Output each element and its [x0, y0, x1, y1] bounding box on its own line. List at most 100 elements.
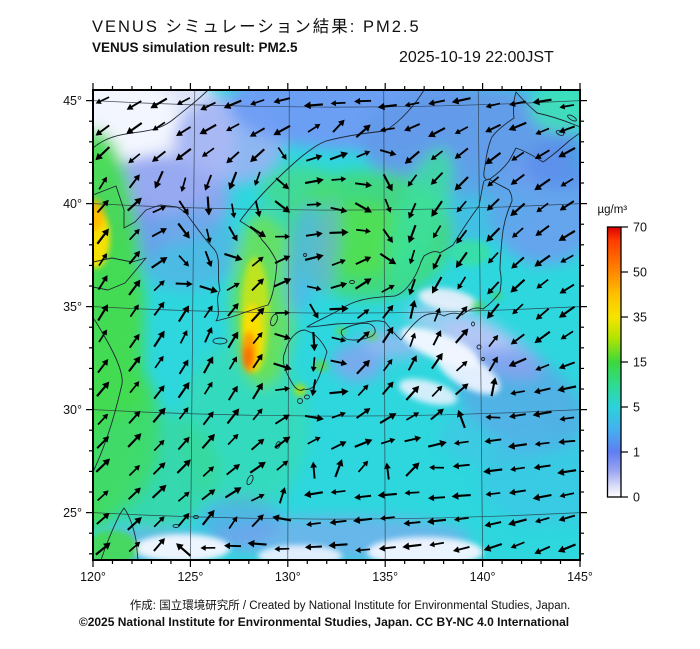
- wind-arrow: [305, 230, 323, 238]
- wind-arrow: [535, 225, 550, 236]
- wind-arrow: [128, 410, 141, 424]
- wind-arrow: [202, 466, 215, 477]
- wind-arrow: [226, 151, 240, 164]
- wind-arrow: [356, 150, 371, 158]
- wind-arrow: [486, 227, 501, 242]
- wind-arrow: [274, 200, 291, 213]
- wind-arrow: [511, 151, 525, 161]
- pm25-blob: [418, 287, 478, 313]
- wind-arrow: [176, 126, 191, 136]
- wind-arrow: [204, 250, 213, 268]
- lon-tick-label: 125°: [177, 570, 203, 584]
- wind-arrow: [405, 412, 420, 421]
- wind-arrow: [404, 101, 420, 108]
- wind-arrow: [310, 332, 318, 352]
- island-outline: [303, 253, 307, 257]
- wind-arrow: [535, 517, 550, 524]
- wind-arrow: [510, 173, 525, 185]
- colorbar-tick-label: 15: [633, 356, 647, 370]
- wind-arrow: [455, 383, 469, 396]
- wind-arrow: [129, 228, 140, 241]
- wind-arrow: [251, 256, 264, 267]
- wind-arrow: [432, 254, 442, 270]
- wind-arrow: [303, 101, 323, 110]
- wind-arrow: [276, 460, 289, 471]
- wind-arrow: [483, 467, 503, 475]
- wind-arrow: [487, 281, 500, 295]
- wind-arrow: [329, 388, 349, 396]
- wind-arrow: [380, 126, 395, 133]
- wind-arrow: [304, 543, 322, 551]
- wind-arrow: [532, 493, 552, 502]
- wind-arrow: [178, 359, 189, 375]
- wind-arrow: [153, 301, 165, 316]
- wind-arrow: [511, 227, 524, 238]
- wind-arrow: [560, 254, 574, 263]
- wind-arrow: [557, 385, 577, 393]
- wind-arrow: [404, 123, 421, 132]
- wind-arrow: [277, 147, 287, 160]
- wind-arrow: [404, 150, 420, 164]
- wind-arrow: [97, 275, 108, 291]
- wind-arrow: [200, 101, 216, 111]
- wind-arrow: [201, 433, 215, 450]
- wind-arrow: [384, 462, 391, 480]
- wind-arrow: [431, 385, 443, 397]
- wind-arrow: [453, 439, 469, 446]
- wind-arrow: [383, 358, 393, 372]
- wind-arrow: [405, 462, 420, 477]
- wind-arrow: [452, 462, 470, 470]
- wind-arrow: [250, 438, 265, 451]
- wind-arrow: [454, 328, 469, 344]
- wind-arrow: [177, 222, 190, 239]
- wind-arrow: [381, 326, 394, 344]
- axis-labels: 120° 125° 130° 135° 140° 145° 45° 40° 35° 30° 25°: [63, 94, 593, 584]
- wind-arrow: [224, 252, 243, 262]
- wind-arrow: [354, 97, 372, 105]
- wind-arrow: [384, 198, 392, 213]
- wind-arrow: [153, 385, 165, 400]
- wind-arrow: [534, 254, 551, 267]
- wind-arrow: [509, 412, 526, 420]
- wind-arrow: [510, 389, 525, 396]
- wind-arrow: [357, 384, 369, 396]
- wind-arrow: [228, 516, 238, 530]
- wind-arrow: [96, 436, 110, 449]
- wind-arrow: [128, 465, 140, 477]
- wind-arrow: [532, 410, 552, 418]
- wind-arrow: [228, 226, 238, 242]
- wind-arrow: [247, 539, 267, 548]
- wind-arrow: [126, 122, 143, 135]
- island-outline: [297, 398, 303, 404]
- wind-arrow: [381, 284, 395, 293]
- wind-arrow: [558, 230, 576, 241]
- wind-arrow: [228, 171, 238, 190]
- wind-arrow: [454, 126, 469, 135]
- wind-arrow: [305, 154, 323, 162]
- wind-arrow: [456, 200, 467, 213]
- wind-arrow: [249, 225, 267, 238]
- wind-arrow: [128, 356, 141, 373]
- wind-arrow: [403, 519, 421, 527]
- wind-arrow: [510, 333, 525, 345]
- page-title-english: VENUS simulation result: PM2.5: [92, 40, 298, 55]
- wind-arrow: [278, 487, 287, 504]
- wind-arrow: [226, 464, 241, 476]
- wind-arrow: [250, 493, 265, 502]
- wind-arrow: [484, 437, 502, 445]
- island-outline: [270, 313, 278, 327]
- pm25-blob: [367, 537, 483, 560]
- wind-arrow: [152, 150, 166, 162]
- wind-arrow: [485, 414, 501, 421]
- wind-arrow: [379, 252, 397, 265]
- wind-arrow: [354, 438, 373, 448]
- wind-arrow: [329, 228, 349, 237]
- island-outline: [349, 280, 355, 284]
- wind-arrow: [330, 489, 346, 495]
- colorbar-tick-label: 35: [633, 311, 647, 325]
- wind-arrow: [127, 516, 142, 531]
- wind-arrow: [175, 280, 193, 288]
- wind-arrow: [128, 541, 141, 553]
